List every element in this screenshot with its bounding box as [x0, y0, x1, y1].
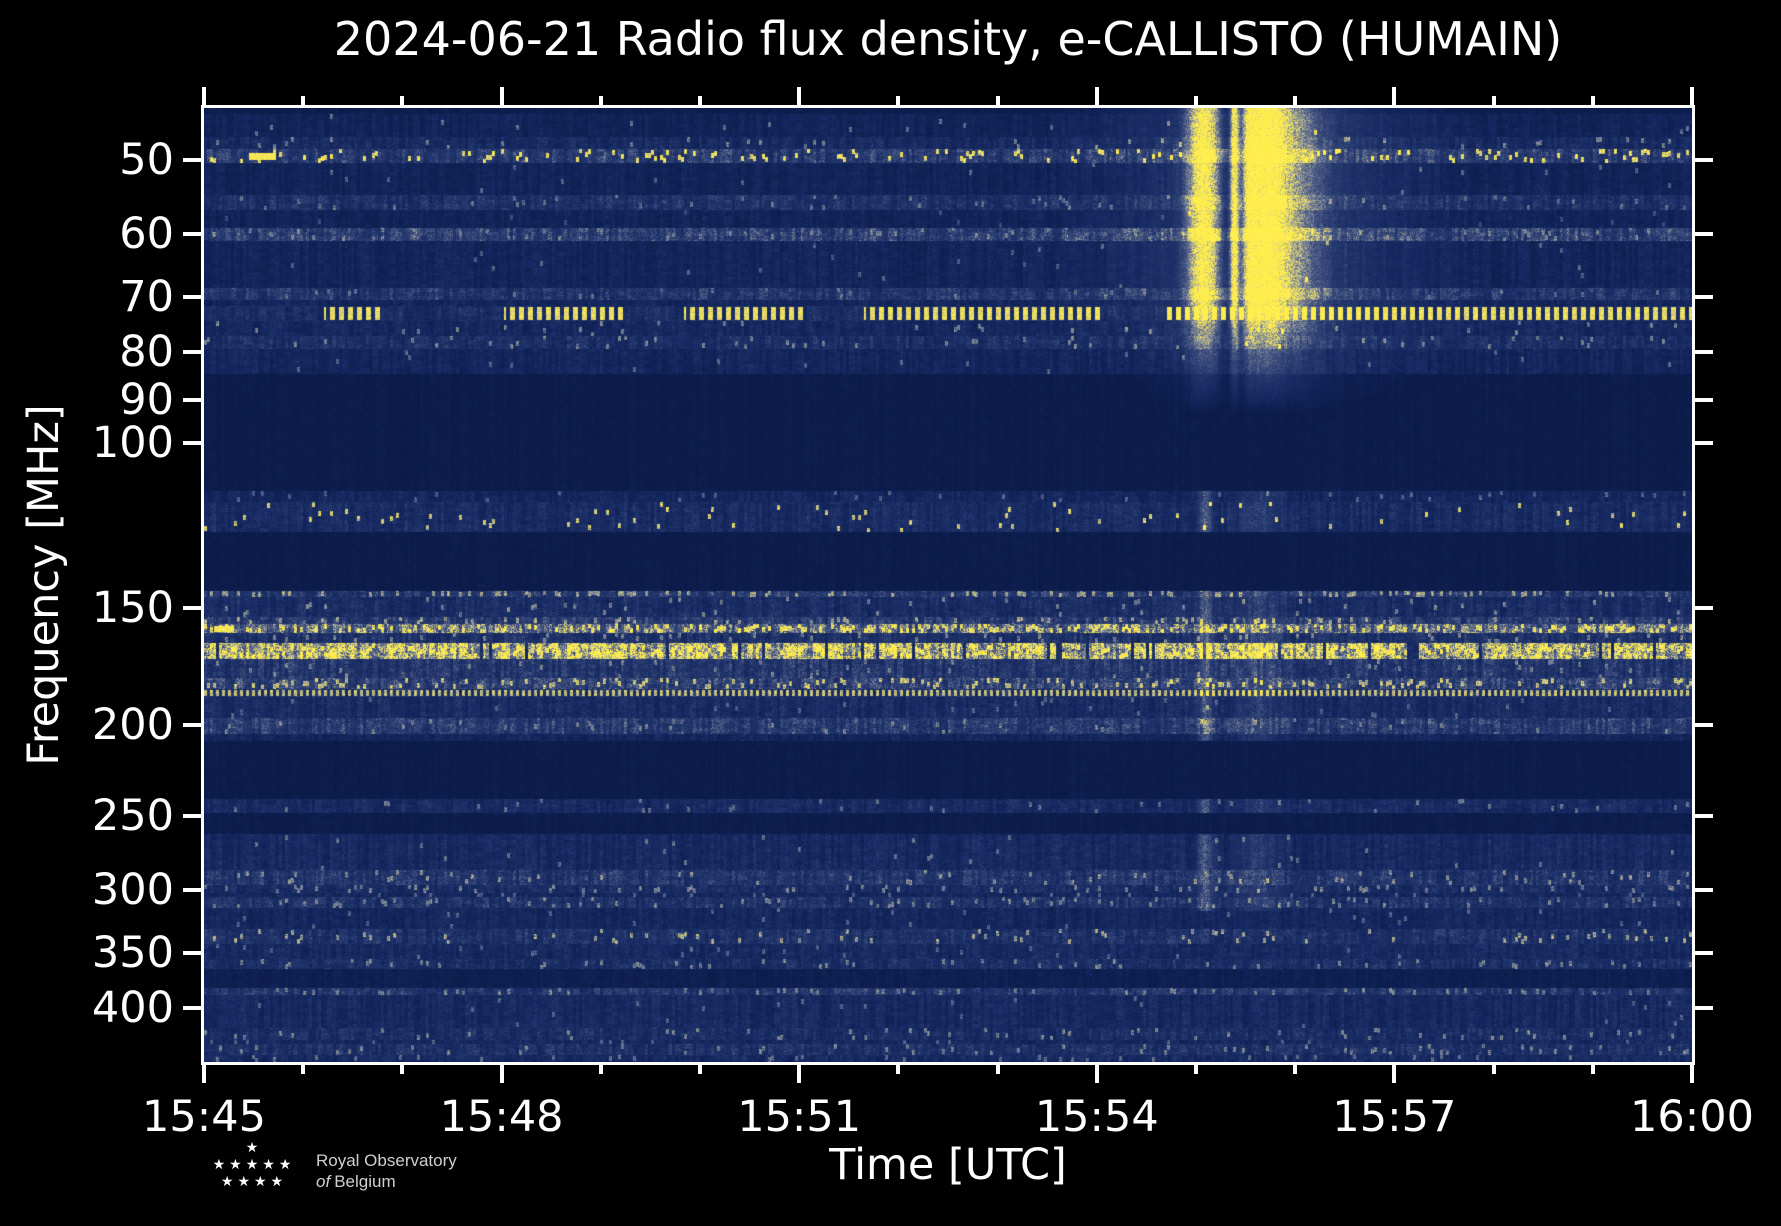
- y-tick: [183, 232, 201, 237]
- x-tick-major: [797, 87, 802, 105]
- x-tick-label: 15:45: [142, 1092, 266, 1142]
- y-tick: [183, 1005, 201, 1010]
- chart-title: 2024-06-21 Radio flux density, e-CALLIST…: [333, 12, 1563, 66]
- x-tick-minor: [995, 96, 1000, 105]
- rob-logo-stars: ★ ★★★★★ ★★★★: [205, 1140, 303, 1191]
- x-tick-minor: [1293, 96, 1298, 105]
- x-tick-major: [499, 1065, 504, 1083]
- x-tick-major: [499, 87, 504, 105]
- x-tick-major: [1094, 1065, 1099, 1083]
- x-tick-major: [1094, 87, 1099, 105]
- y-tick-label: 250: [91, 791, 174, 842]
- y-tick: [183, 951, 201, 956]
- y-tick: [1695, 349, 1713, 354]
- x-tick-major: [797, 1065, 802, 1083]
- x-tick-minor: [1590, 1065, 1595, 1074]
- y-tick: [183, 295, 201, 300]
- y-tick: [1695, 295, 1713, 300]
- y-tick: [1695, 397, 1713, 402]
- y-tick: [183, 723, 201, 728]
- y-tick: [1695, 1005, 1713, 1010]
- rob-logo-text: Royal Observatory of Belgium: [316, 1150, 457, 1192]
- x-tick-label: 15:54: [1034, 1092, 1159, 1142]
- y-tick: [183, 888, 201, 893]
- x-tick-minor: [400, 1065, 405, 1074]
- x-tick-major: [1392, 87, 1397, 105]
- logo-star-row: ★: [245, 1140, 263, 1156]
- x-tick-major: [1690, 1065, 1694, 1083]
- x-tick-minor: [301, 1065, 306, 1074]
- y-tick: [1695, 723, 1713, 728]
- y-tick-label: 200: [91, 700, 174, 751]
- y-tick: [1695, 814, 1713, 819]
- y-tick: [183, 158, 201, 163]
- x-tick-label: 15:48: [439, 1092, 564, 1142]
- x-tick-minor: [1194, 1065, 1198, 1074]
- x-tick-label: 15:51: [737, 1092, 862, 1142]
- x-tick-minor: [896, 96, 901, 105]
- y-tick: [1695, 888, 1713, 893]
- logo-star-row: ★★★★★: [212, 1157, 296, 1173]
- y-tick-label: 50: [119, 135, 174, 186]
- x-tick-minor: [1293, 1065, 1298, 1074]
- x-tick-minor: [1590, 96, 1595, 105]
- y-tick-label: 400: [91, 982, 174, 1033]
- y-tick-label: 100: [91, 417, 174, 468]
- x-tick-minor: [400, 96, 405, 105]
- y-tick: [1695, 440, 1713, 445]
- x-tick-minor: [896, 1065, 901, 1074]
- logo-org-line2: of Belgium: [316, 1171, 457, 1192]
- x-tick-minor: [995, 1065, 1000, 1074]
- x-tick-minor: [598, 96, 603, 105]
- y-tick-label: 80: [119, 326, 174, 377]
- y-tick: [1695, 951, 1713, 956]
- x-tick-minor: [698, 96, 702, 105]
- y-axis-label: Frequency [MHz]: [19, 404, 69, 766]
- x-tick-minor: [1491, 1065, 1496, 1074]
- x-tick-minor: [1194, 96, 1198, 105]
- x-tick-minor: [598, 1065, 603, 1074]
- y-tick: [1695, 605, 1713, 610]
- y-tick-label: 70: [119, 272, 174, 323]
- y-tick-label: 60: [119, 209, 174, 260]
- logo-org-line1: Royal Observatory: [316, 1151, 457, 1170]
- x-tick-minor: [698, 1065, 702, 1074]
- logo-org-belgium: Belgium: [334, 1172, 396, 1191]
- y-tick: [183, 440, 201, 445]
- y-tick-label: 150: [91, 582, 174, 633]
- x-tick-major: [202, 1065, 206, 1083]
- x-tick-label: 16:00: [1630, 1092, 1754, 1142]
- x-tick-major: [1690, 87, 1694, 105]
- x-axis-label: Time [UTC]: [829, 1140, 1067, 1190]
- y-tick-label: 300: [91, 865, 174, 916]
- y-tick: [1695, 232, 1713, 237]
- y-tick-label: 350: [91, 928, 174, 979]
- y-tick: [183, 349, 201, 354]
- y-tick: [183, 397, 201, 402]
- x-tick-label: 15:57: [1332, 1092, 1457, 1142]
- logo-star-row: ★★★★: [220, 1174, 288, 1190]
- x-tick-minor: [1491, 96, 1496, 105]
- x-tick-minor: [301, 96, 306, 105]
- spectrogram-canvas: [204, 108, 1692, 1062]
- y-tick-label: 90: [119, 374, 174, 425]
- y-tick: [183, 814, 201, 819]
- y-tick: [1695, 158, 1713, 163]
- x-tick-major: [1392, 1065, 1397, 1083]
- y-tick: [183, 605, 201, 610]
- logo-org-of: of: [316, 1172, 331, 1191]
- x-tick-major: [202, 87, 206, 105]
